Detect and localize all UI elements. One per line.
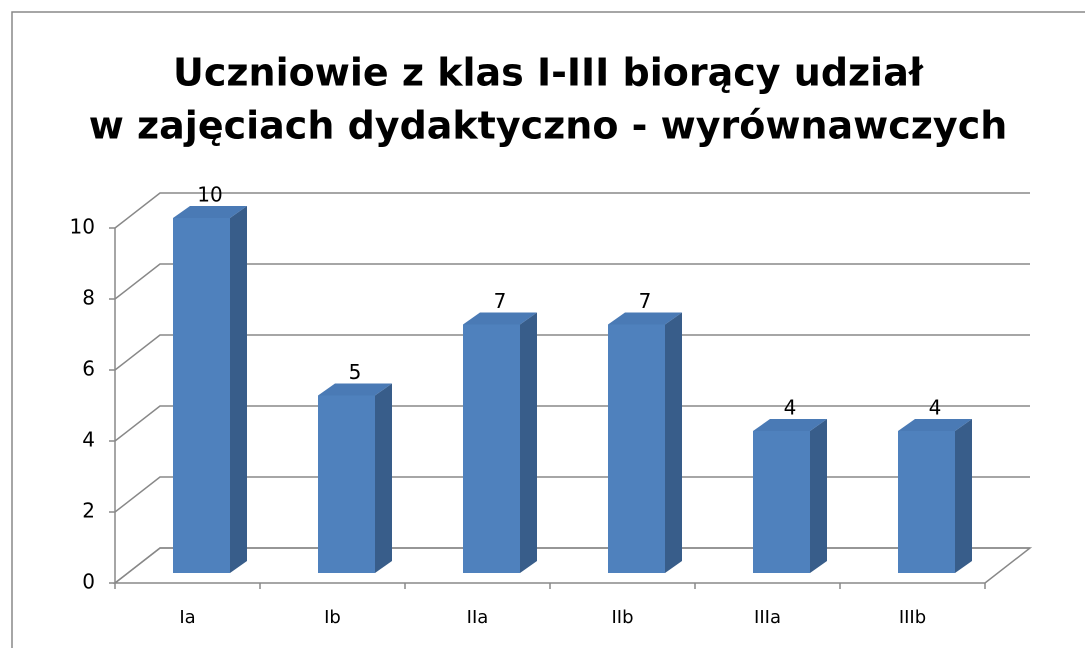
bar-side <box>810 419 827 573</box>
x-tick-label: Ia <box>179 607 195 628</box>
y-tick-label: 2 <box>82 499 95 523</box>
value-label: 7 <box>639 289 652 313</box>
bar-side <box>375 383 392 573</box>
chart-title: w zajęciach dydaktyczno - wyrównawczych <box>89 104 1008 148</box>
bar <box>173 218 230 573</box>
value-label: 5 <box>349 360 362 384</box>
bar <box>318 395 375 573</box>
bar-side <box>520 312 537 573</box>
y-tick-label: 10 <box>70 215 95 239</box>
grid-line <box>114 405 1030 442</box>
value-label: 7 <box>494 289 507 313</box>
grid-line <box>114 547 1030 584</box>
grid-line <box>114 476 1030 513</box>
bar-top <box>318 383 392 396</box>
x-tick-label: IIIb <box>899 607 926 628</box>
value-label: 4 <box>784 396 797 420</box>
bar-top <box>608 312 682 325</box>
bar-side <box>665 312 682 573</box>
grid-line <box>114 334 1030 371</box>
bar-top <box>898 419 972 431</box>
bar-side <box>955 419 972 573</box>
bar-side <box>230 206 247 573</box>
bar <box>898 431 955 573</box>
value-label: 10 <box>197 183 222 207</box>
grid-line <box>114 192 1030 229</box>
x-tick-label: IIa <box>467 607 489 628</box>
y-tick-label: 0 <box>82 570 95 594</box>
y-tick-label: 8 <box>82 286 95 310</box>
bar <box>463 324 520 573</box>
x-tick-label: IIIa <box>754 607 781 628</box>
bar <box>753 431 810 573</box>
bar <box>608 324 665 573</box>
bar-top <box>753 419 827 431</box>
bar-top <box>173 206 247 218</box>
chart-title: Uczniowie z klas I-III biorący udział <box>173 51 924 95</box>
value-label: 4 <box>929 396 942 420</box>
grid-line <box>114 263 1030 300</box>
y-tick-label: 6 <box>82 357 95 381</box>
x-tick-label: Ib <box>324 607 341 628</box>
bar-top <box>463 312 537 325</box>
x-tick-label: IIb <box>611 607 633 628</box>
y-tick-label: 4 <box>82 428 95 452</box>
